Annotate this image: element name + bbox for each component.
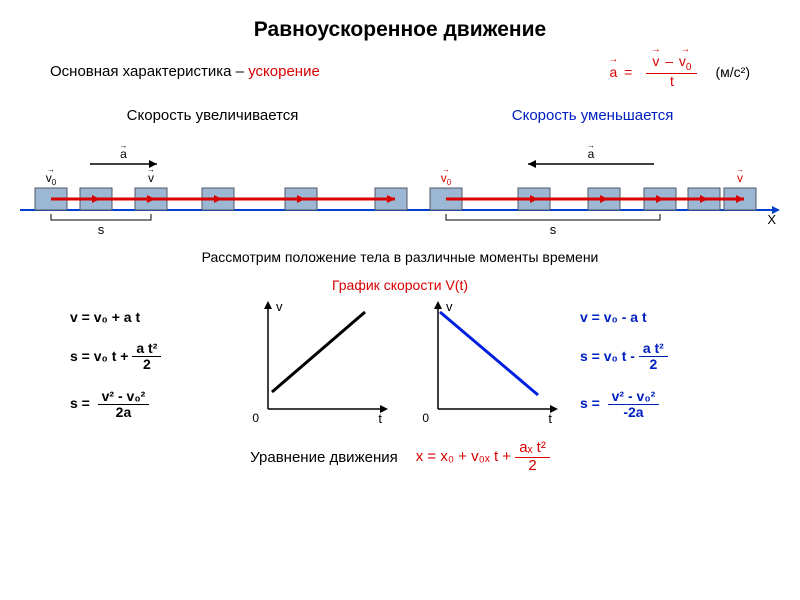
chart-increase: v t 0	[240, 297, 390, 432]
eq-s1-inc: s = v₀ t + a t²2	[70, 341, 161, 373]
svg-text:s: s	[550, 222, 557, 237]
chart-decrease: v t 0	[410, 297, 560, 432]
subtitle: Основная характеристика – ускорение	[50, 63, 320, 80]
decrease-label: Скорость уменьшается	[512, 107, 674, 124]
svg-text:a: a	[120, 147, 127, 161]
svg-text:s: s	[98, 222, 105, 237]
svg-text:a: a	[588, 147, 595, 161]
svg-text:v0: v0	[441, 171, 452, 187]
svg-text:v: v	[276, 299, 283, 314]
diagram-caption: Рассмотрим положение тела в различные мо…	[20, 249, 780, 265]
svg-text:t: t	[548, 411, 552, 426]
svg-text:X: X	[767, 212, 776, 227]
eq-v-inc: v = v₀ + a t	[70, 309, 140, 325]
svg-text:v0: v0	[46, 171, 57, 187]
motion-eq-label: Уравнение движения	[250, 449, 398, 466]
chart-title: График скорости V(t)	[20, 277, 780, 293]
eq-s2-inc: s = v² - v₀²2a	[70, 389, 149, 421]
svg-text:v: v	[148, 171, 154, 185]
page-title: Равноускоренное движение	[20, 18, 780, 42]
motion-diagram: X→v0→v→as→v0→v→as	[20, 128, 780, 243]
increase-label: Скорость увеличивается	[127, 107, 299, 124]
eq-s1-dec: s = v₀ t - a t²2	[580, 341, 668, 373]
motion-eq: x = x₀ + v₀ₓ t + aₓ t²2	[416, 440, 550, 474]
svg-text:0: 0	[422, 411, 429, 425]
svg-text:t: t	[378, 411, 382, 426]
accel-formula: a = v – v0 t (м/с²)	[606, 54, 750, 89]
svg-text:0: 0	[252, 411, 259, 425]
svg-text:v: v	[446, 299, 453, 314]
eq-s2-dec: s = v² - v₀²-2a	[580, 389, 659, 421]
eq-v-dec: v = v₀ - a t	[580, 309, 647, 325]
svg-text:v: v	[737, 171, 743, 185]
